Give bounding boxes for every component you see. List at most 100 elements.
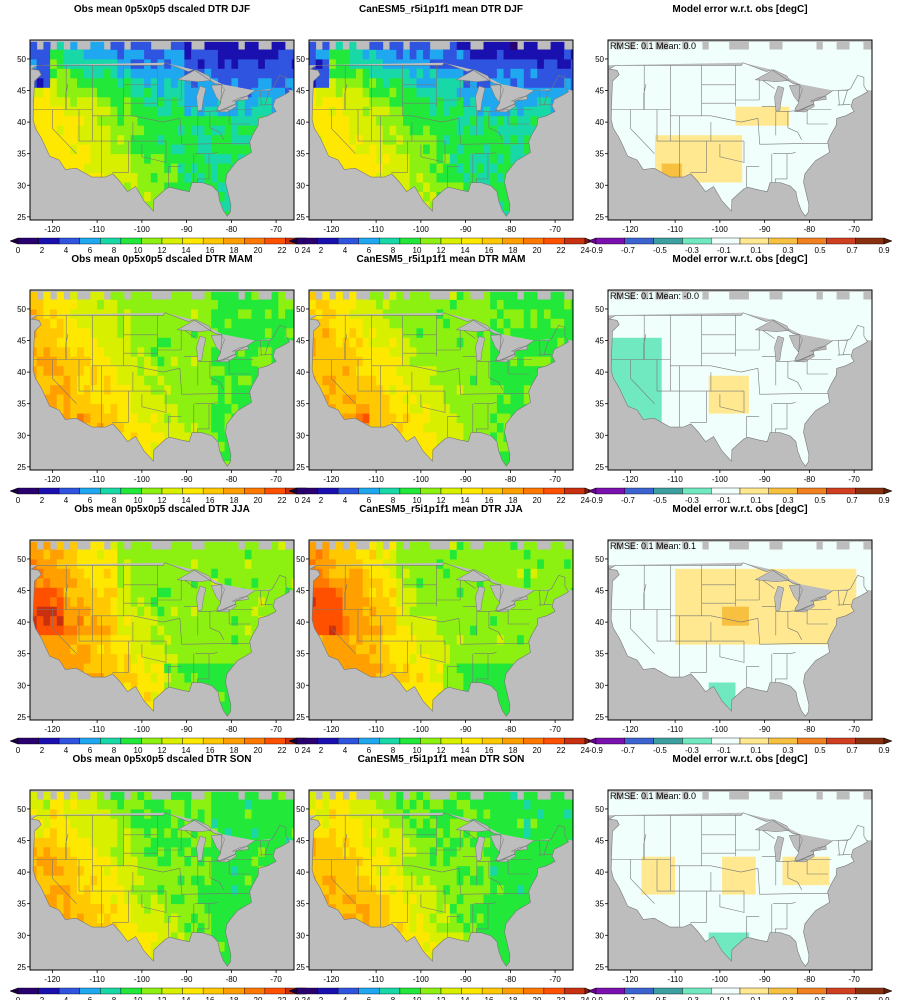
grid-cell <box>50 384 58 395</box>
grid-cell <box>735 356 743 367</box>
grid-cell <box>715 144 723 155</box>
grid-cell <box>211 96 219 107</box>
grid-cell <box>456 375 464 386</box>
grid-cell <box>490 163 498 174</box>
grid-cell <box>708 134 716 145</box>
grid-cell <box>63 49 71 60</box>
grid-cell <box>315 125 323 136</box>
border-line <box>260 90 262 106</box>
grid-cell <box>543 106 551 117</box>
grid-cell <box>436 318 444 329</box>
colorbar-swatch <box>826 237 856 245</box>
border-line <box>179 368 188 395</box>
grid-cell <box>291 318 294 329</box>
grid-cell <box>762 356 770 367</box>
grid-cell <box>416 394 424 405</box>
colorbar-label: 4 <box>343 246 348 255</box>
border-line <box>670 115 741 123</box>
grid-cell <box>356 125 364 136</box>
grid-cell <box>423 432 431 442</box>
grid-cell <box>608 58 616 69</box>
grid-cell <box>376 106 384 117</box>
grid-cell <box>36 299 44 310</box>
lake-shape <box>456 319 491 332</box>
grid-cell <box>708 337 716 348</box>
grid-cell <box>329 375 337 386</box>
grid-cell <box>735 403 743 414</box>
grid-cell <box>762 153 770 164</box>
grid-cell <box>648 394 656 405</box>
grid-cell <box>755 115 763 126</box>
grid-cell <box>329 346 337 357</box>
grid-cell <box>382 413 390 424</box>
grid-cell <box>50 308 58 319</box>
grid-cell <box>157 87 165 98</box>
grid-cell <box>655 58 663 69</box>
grid-cell <box>110 403 118 414</box>
grid-cell <box>496 365 504 376</box>
grid-cell <box>708 356 716 367</box>
grid-cell <box>742 172 750 183</box>
grid-cell <box>278 291 286 300</box>
grid-cell <box>429 153 437 164</box>
grid-cell <box>715 422 723 433</box>
grid-cell <box>641 346 649 357</box>
grid-cell <box>483 375 491 386</box>
panel-title: Model error w.r.t. obs [degC] <box>672 4 807 15</box>
grid-cell <box>695 77 703 88</box>
grid-cell <box>436 125 444 136</box>
grid-cell <box>476 403 484 414</box>
grid-cell <box>164 87 172 98</box>
grid-cell <box>130 403 138 414</box>
grid-cell <box>124 182 132 192</box>
grid-cell <box>244 318 252 329</box>
grid-cell <box>335 375 343 386</box>
grid-cell <box>191 115 199 126</box>
grid-cell <box>170 115 178 126</box>
grid-cell <box>217 125 225 136</box>
grid-cell <box>382 365 390 376</box>
colorbar-swatch <box>58 237 80 245</box>
grid-cell <box>641 68 649 79</box>
grid-cell <box>496 327 504 338</box>
grid-cell <box>423 172 431 183</box>
border-line <box>162 368 180 373</box>
grid-cell <box>688 77 696 88</box>
grid-cell <box>503 384 511 395</box>
grid-cell <box>722 337 730 348</box>
colorbar-label: 18 <box>509 496 518 505</box>
grid-cell <box>170 77 178 88</box>
grid-cell <box>271 49 279 60</box>
grid-cell <box>728 144 736 155</box>
grid-cell <box>349 134 357 145</box>
grid-cell <box>570 318 573 329</box>
grid-cell <box>443 384 451 395</box>
grid-cell <box>668 58 676 69</box>
grid-cell <box>389 413 397 424</box>
colorbar-swatch <box>223 237 245 245</box>
grid-cell <box>836 318 844 329</box>
grid-cell <box>329 308 337 319</box>
grid-cell <box>396 163 404 174</box>
grid-cell <box>403 77 411 88</box>
grid-cell <box>349 365 357 376</box>
grid-cell <box>483 125 491 136</box>
grid-cell <box>789 299 797 310</box>
grid-cell <box>258 299 266 310</box>
grid-cell <box>530 337 538 348</box>
grid-cell <box>735 365 743 376</box>
grid-cell <box>483 318 491 329</box>
grid-cell <box>621 77 629 88</box>
y-tick-label: 35 <box>296 150 305 159</box>
grid-cell <box>490 58 498 69</box>
grid-cell <box>70 403 78 414</box>
border-line <box>488 377 503 390</box>
grid-cell <box>496 403 504 414</box>
grid-cell <box>490 318 498 329</box>
lake-outline <box>475 85 486 111</box>
grid-cell <box>816 346 824 357</box>
grid-cell <box>648 58 656 69</box>
grid-cell <box>641 299 649 310</box>
grid-cell <box>376 384 384 395</box>
grid-cell <box>789 182 797 192</box>
